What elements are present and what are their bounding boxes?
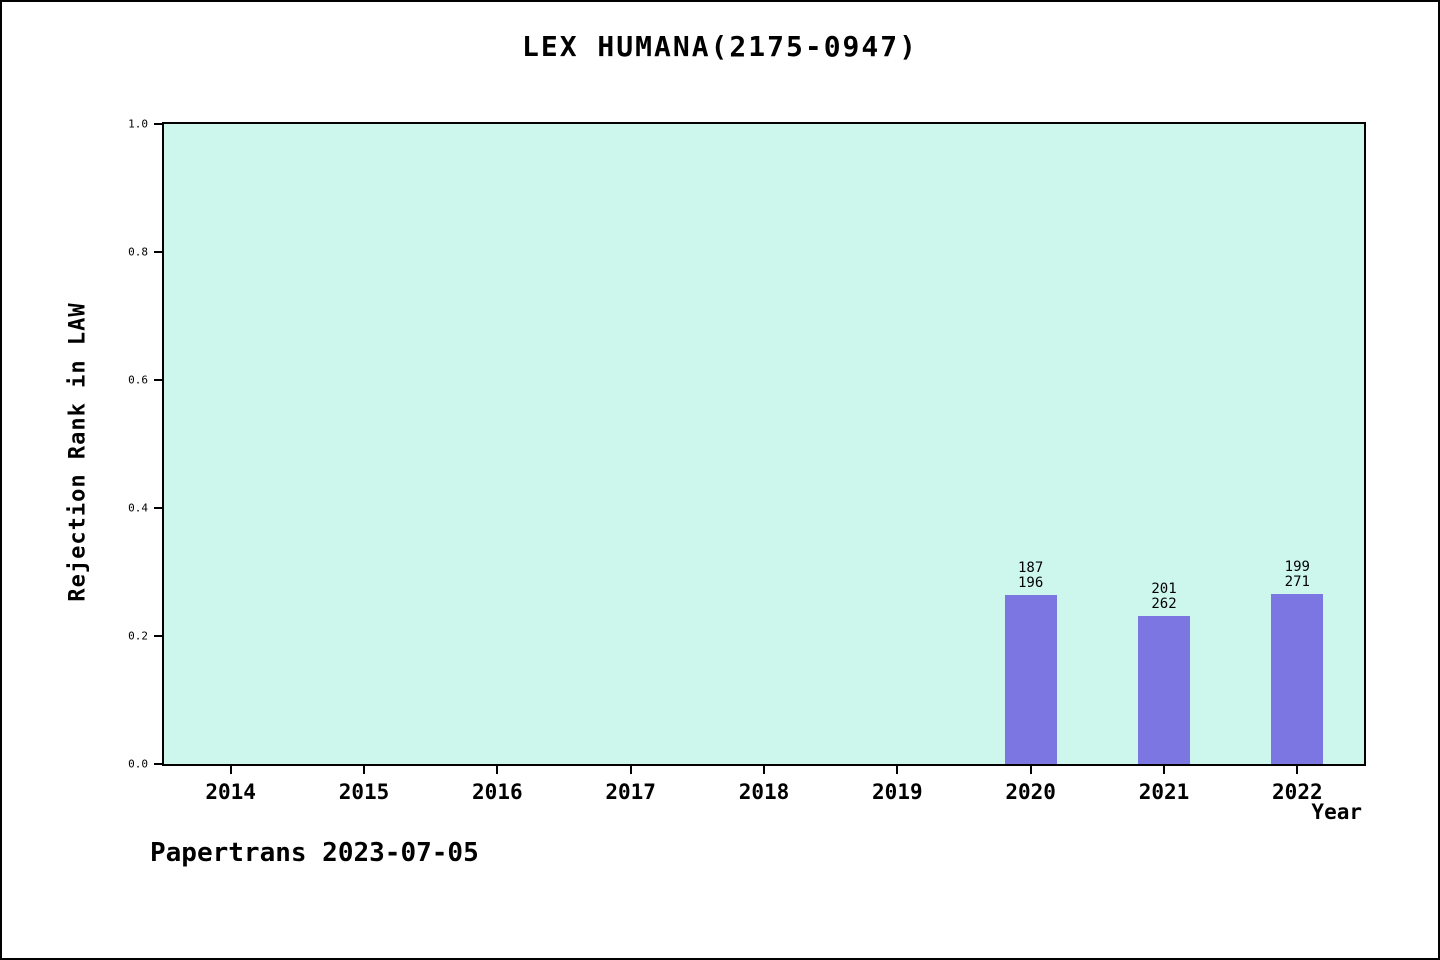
bar-2021 — [1138, 616, 1190, 764]
y-tick-mark — [154, 635, 162, 637]
y-tick-mark — [154, 763, 162, 765]
x-axis-label: Year — [1311, 800, 1362, 824]
y-tick-label: 0.4 — [128, 501, 148, 515]
x-tick-label: 2021 — [1138, 780, 1190, 804]
bar-value-label: 187 196 — [1018, 560, 1044, 591]
bar-value-label: 201 262 — [1151, 581, 1177, 612]
footer-text: Papertrans 2023-07-05 — [150, 838, 479, 868]
x-tick-label: 2020 — [1005, 780, 1056, 804]
x-tick-mark — [229, 766, 232, 774]
x-tick-mark — [896, 766, 899, 774]
y-tick-mark — [154, 251, 162, 253]
y-tick-mark — [154, 507, 162, 509]
y-tick-mark — [154, 123, 162, 125]
x-tick-label: 2017 — [605, 780, 656, 804]
x-tick-mark — [1029, 766, 1032, 774]
x-tick-label: 2015 — [338, 780, 390, 804]
x-tick-label: 2014 — [205, 780, 256, 804]
x-tick-label: 2016 — [472, 780, 523, 804]
y-tick-label: 1.0 — [128, 117, 148, 131]
x-tick-mark — [363, 766, 365, 774]
y-axis-label: Rejection Rank in LAW — [65, 302, 91, 602]
plot-area: 0.0 0.2 0.4 0.6 0.8 1.0 2014 2015 2016 2017 2018 20… — [128, 118, 1366, 804]
y-tick-label: 0.2 — [128, 629, 148, 643]
bar-2022 — [1271, 594, 1324, 764]
y-tick-label: 0.8 — [128, 245, 148, 259]
x-tick-mark — [629, 766, 632, 774]
x-tick-mark — [1296, 766, 1299, 774]
x-tick-label: 2019 — [872, 780, 923, 804]
y-tick-mark — [154, 379, 162, 381]
bar-2020 — [1004, 595, 1057, 764]
chart-title: LEX HUMANA(2175-0947) — [521, 30, 918, 63]
x-tick-mark — [763, 766, 765, 774]
y-tick-label: 0.6 — [128, 373, 148, 387]
x-tick-label: 2018 — [738, 780, 790, 804]
x-tick-label: 2022 — [1272, 780, 1323, 804]
y-tick-label: 0.0 — [128, 757, 148, 771]
bar-value-label: 199 271 — [1284, 559, 1310, 590]
x-tick-mark — [496, 766, 499, 774]
x-tick-mark — [1163, 766, 1165, 774]
